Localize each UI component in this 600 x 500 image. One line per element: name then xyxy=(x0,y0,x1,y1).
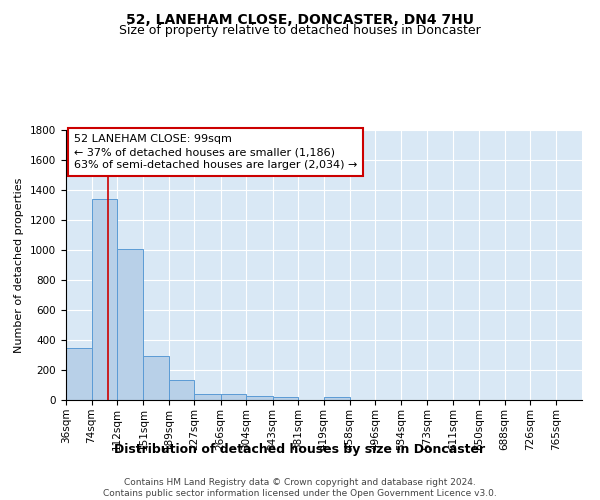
Bar xyxy=(323,398,350,400)
Bar xyxy=(66,348,92,400)
Bar xyxy=(246,396,272,400)
Bar xyxy=(194,394,221,400)
Bar xyxy=(272,398,298,400)
Bar xyxy=(117,248,143,400)
Text: 52, LANEHAM CLOSE, DONCASTER, DN4 7HU: 52, LANEHAM CLOSE, DONCASTER, DN4 7HU xyxy=(126,12,474,26)
Text: Size of property relative to detached houses in Doncaster: Size of property relative to detached ho… xyxy=(119,24,481,37)
Text: Contains HM Land Registry data © Crown copyright and database right 2024.
Contai: Contains HM Land Registry data © Crown c… xyxy=(103,478,497,498)
Bar xyxy=(221,394,246,400)
Text: 52 LANEHAM CLOSE: 99sqm
← 37% of detached houses are smaller (1,186)
63% of semi: 52 LANEHAM CLOSE: 99sqm ← 37% of detache… xyxy=(74,134,357,170)
Y-axis label: Number of detached properties: Number of detached properties xyxy=(14,178,25,352)
Text: Distribution of detached houses by size in Doncaster: Distribution of detached houses by size … xyxy=(115,442,485,456)
Bar xyxy=(92,199,117,400)
Bar xyxy=(169,380,194,400)
Bar xyxy=(143,356,169,400)
